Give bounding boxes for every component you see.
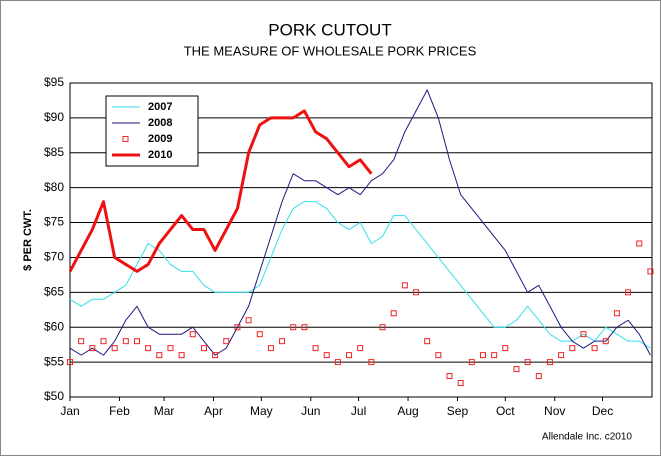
y-tick-label: $70 xyxy=(44,250,64,264)
series-line xyxy=(69,201,651,349)
y-tick-label: $85 xyxy=(44,145,64,159)
marker xyxy=(67,359,73,366)
marker xyxy=(446,373,453,380)
y-tick-label: $80 xyxy=(44,180,64,194)
marker xyxy=(245,317,252,324)
x-tick-label: Sep xyxy=(447,404,469,418)
marker xyxy=(178,352,185,359)
x-tick-label: Nov xyxy=(544,404,565,418)
x-tick-label: Dec xyxy=(592,404,613,418)
x-tick-label: Aug xyxy=(397,404,418,418)
legend-label: 2010 xyxy=(148,149,172,161)
marker xyxy=(413,289,420,296)
chart-subtitle: THE MEASURE OF WHOLESALE PORK PRICES xyxy=(184,43,477,58)
marker xyxy=(625,289,632,296)
marker xyxy=(78,338,85,345)
x-tick-label: Apr xyxy=(204,404,223,418)
marker xyxy=(468,359,475,366)
chart-title: PORK CUTOUT xyxy=(268,20,391,39)
marker xyxy=(491,352,498,359)
y-axis-label: $ PER CWT. xyxy=(22,209,34,271)
series-line xyxy=(69,89,651,356)
marker xyxy=(267,345,274,352)
marker xyxy=(379,324,386,331)
marker xyxy=(301,324,308,331)
marker xyxy=(613,310,620,317)
marker xyxy=(401,282,408,289)
y-tick-label: $55 xyxy=(44,354,64,368)
x-tick-label: Mar xyxy=(154,404,175,418)
marker xyxy=(647,268,654,275)
marker xyxy=(368,359,375,366)
marker xyxy=(89,345,96,352)
marker xyxy=(189,331,196,338)
x-tick-label: Jan xyxy=(60,404,79,418)
marker xyxy=(145,345,152,352)
marker xyxy=(569,345,576,352)
marker xyxy=(223,338,230,345)
legend-marker xyxy=(122,136,129,142)
marker xyxy=(513,366,520,373)
marker xyxy=(122,338,129,345)
marker xyxy=(535,373,542,380)
marker xyxy=(156,352,163,359)
legend-label: 2007 xyxy=(148,101,172,113)
marker xyxy=(457,380,464,387)
y-tick-label: $75 xyxy=(44,215,64,229)
marker xyxy=(502,345,509,352)
y-tick-label: $95 xyxy=(44,75,64,89)
marker xyxy=(424,338,431,345)
marker xyxy=(256,331,263,338)
footer: Allendale Inc. c2010 xyxy=(542,432,633,443)
marker xyxy=(479,352,486,359)
marker xyxy=(636,240,643,247)
marker xyxy=(346,352,353,359)
x-tick-label: Jun xyxy=(301,404,320,418)
marker xyxy=(100,338,107,345)
y-tick-label: $50 xyxy=(44,389,64,403)
marker xyxy=(524,359,531,366)
marker xyxy=(334,359,341,366)
y-tick-label: $60 xyxy=(44,319,64,333)
x-tick-label: May xyxy=(250,404,273,418)
marker xyxy=(290,324,297,331)
marker xyxy=(312,345,319,352)
marker xyxy=(390,310,397,317)
marker xyxy=(580,331,587,338)
marker xyxy=(357,345,364,352)
marker xyxy=(279,338,286,345)
marker xyxy=(435,352,442,359)
legend-label: 2008 xyxy=(148,117,172,129)
legend-label: 2009 xyxy=(148,133,172,145)
marker xyxy=(558,352,565,359)
y-tick-label: $90 xyxy=(44,110,64,124)
marker xyxy=(591,345,598,352)
marker xyxy=(234,324,241,331)
marker xyxy=(602,338,609,345)
x-tick-label: Oct xyxy=(496,404,515,418)
marker xyxy=(111,345,118,352)
x-tick-label: Feb xyxy=(109,404,130,418)
marker xyxy=(133,338,140,345)
marker xyxy=(323,352,330,359)
x-tick-label: Jul xyxy=(351,404,366,418)
y-tick-label: $65 xyxy=(44,285,64,299)
marker xyxy=(167,345,174,352)
marker xyxy=(200,345,207,352)
series-line xyxy=(68,109,373,273)
marker xyxy=(546,359,553,366)
marker xyxy=(212,352,219,359)
